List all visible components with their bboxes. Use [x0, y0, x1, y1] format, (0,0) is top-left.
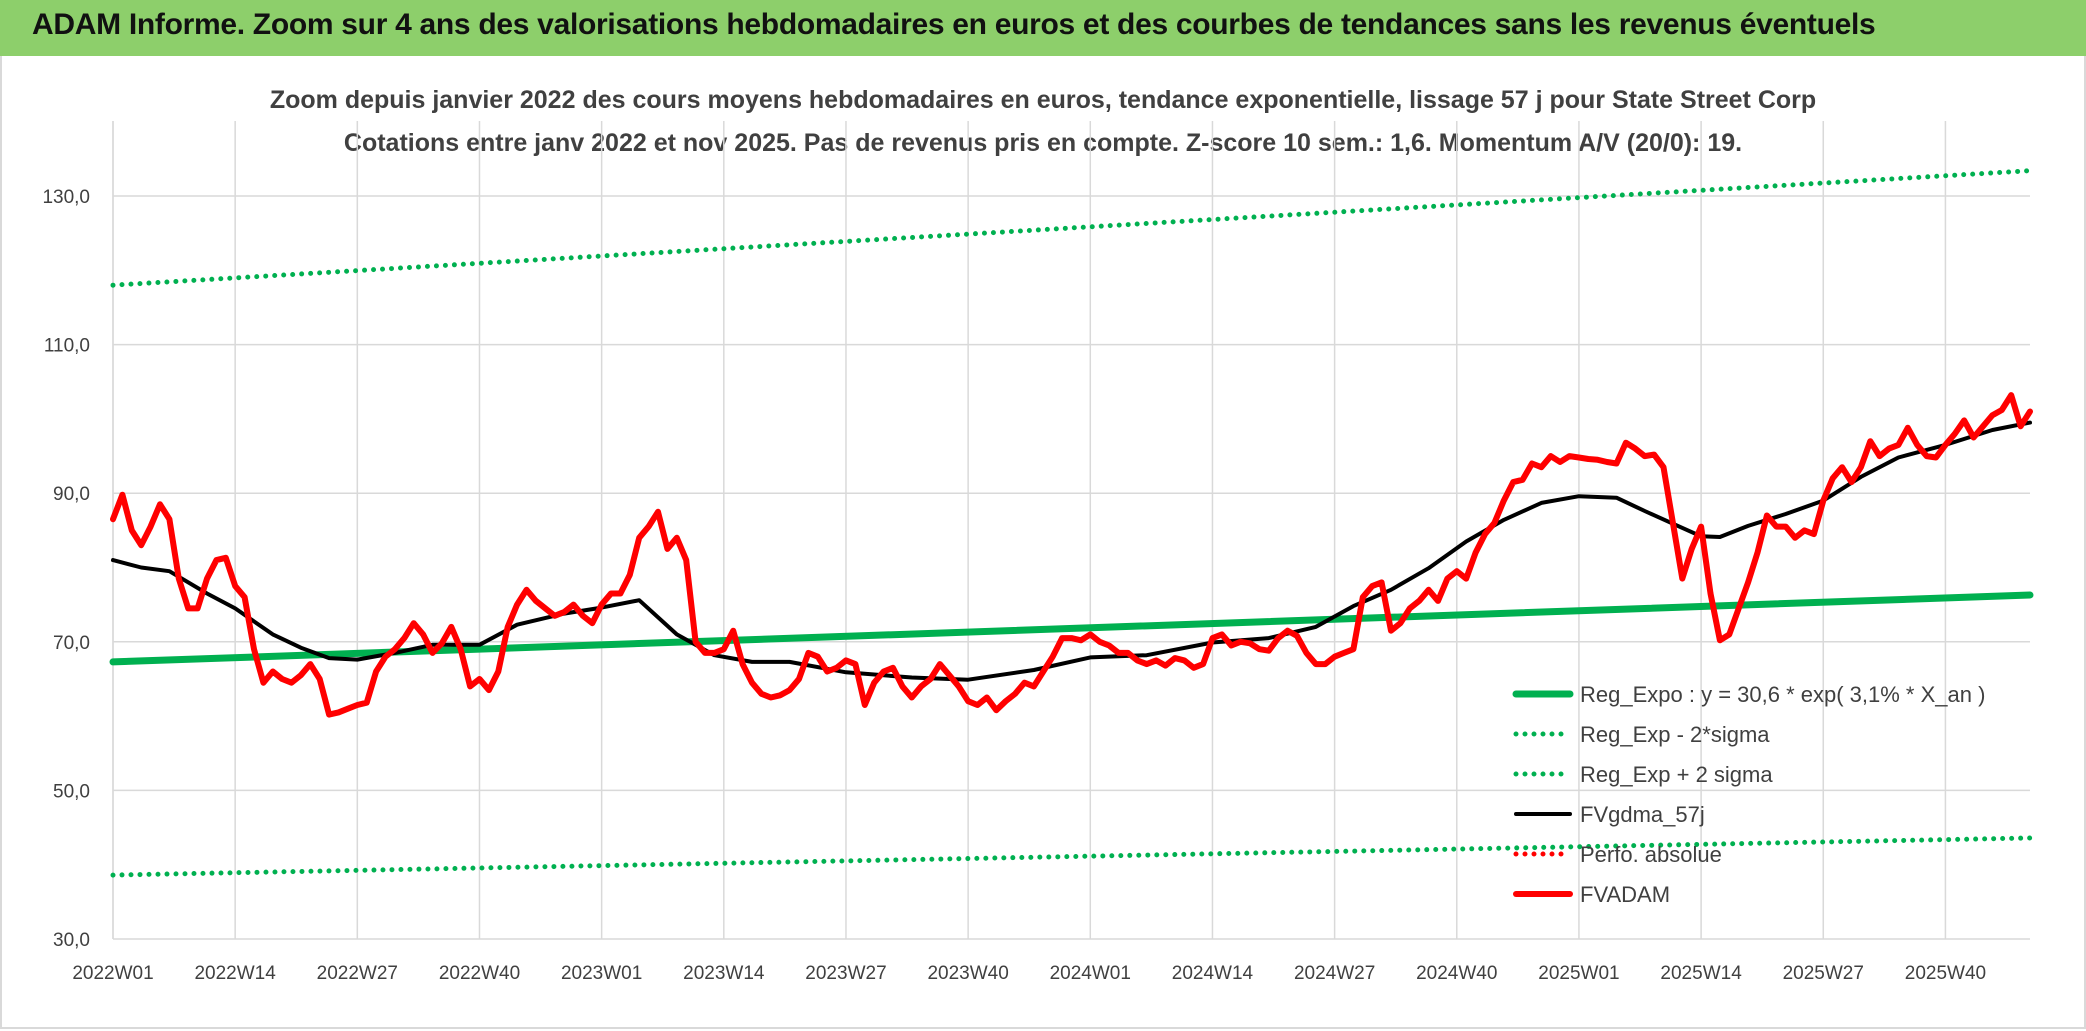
x-tick-label: 2023W40 [927, 963, 1008, 984]
legend-label-2: Reg_Exp + 2 sigma [1580, 762, 1773, 787]
x-tick-label: 2025W01 [1538, 963, 1619, 984]
price-line [110, 392, 2033, 718]
legend-label-1: Reg_Exp - 2*sigma [1580, 722, 1770, 747]
legend: Reg_Expo : y = 30,6 * exp( 3,1% * X_an )… [1512, 682, 1985, 907]
x-tick-label: 2024W14 [1172, 963, 1254, 984]
y-tick-label: 130,0 [42, 187, 90, 208]
sma-line [111, 420, 2032, 682]
y-tick-label: 30,0 [53, 930, 90, 951]
x-tick-label: 2024W40 [1416, 963, 1497, 984]
legend-label-5: FVADAM [1580, 882, 1670, 907]
x-tick-label: 2024W27 [1294, 963, 1375, 984]
x-tick-label: 2025W40 [1905, 963, 1986, 984]
x-tick-label: 2025W14 [1660, 963, 1742, 984]
x-tick-label: 2023W01 [561, 963, 642, 984]
x-tick-label: 2022W40 [439, 963, 520, 984]
x-tick-label: 2022W27 [317, 963, 398, 984]
chart-title: Zoom depuis janvier 2022 des cours moyen… [270, 86, 1816, 114]
x-tick-label: 2022W01 [72, 963, 153, 984]
x-tick-label: 2023W14 [683, 963, 765, 984]
y-tick-label: 110,0 [44, 336, 90, 357]
report-banner: ADAM Informe. Zoom sur 4 ans des valoris… [0, 0, 2086, 58]
legend-label-3: FVgdma_57j [1580, 802, 1705, 827]
legend-label-0: Reg_Expo : y = 30,6 * exp( 3,1% * X_an ) [1580, 682, 1985, 707]
legend-label-4: Perfo. absolue [1580, 842, 1722, 867]
x-tick-label: 2024W01 [1050, 963, 1131, 984]
price-trend-chart: Zoom depuis janvier 2022 des cours moyen… [42, 86, 2034, 984]
series-lines [109, 168, 2034, 878]
gridlines [112, 121, 2030, 940]
lower-band-line [110, 835, 2033, 878]
x-tick-label: 2023W27 [805, 963, 886, 984]
y-tick-label: 90,0 [53, 484, 90, 505]
x-tick-label: 2025W27 [1783, 963, 1864, 984]
y-tick-label: 70,0 [53, 633, 90, 654]
chart-subtitle: Cotations entre janv 2022 et nov 2025. P… [344, 129, 1742, 157]
y-axis-ticks: 30,0 50,0 70,0 90,0 110,0 130,0 [42, 187, 90, 951]
chart-frame: Zoom depuis janvier 2022 des cours moyen… [0, 56, 2086, 1029]
upper-band-line [110, 168, 2033, 288]
y-tick-label: 50,0 [53, 781, 90, 802]
x-axis-ticks: 2022W01 2022W14 2022W27 2022W40 2023W01 2023W… [72, 963, 1986, 984]
x-tick-label: 2022W14 [194, 963, 276, 984]
report-title: ADAM Informe. Zoom sur 4 ans des valoris… [32, 8, 1876, 41]
